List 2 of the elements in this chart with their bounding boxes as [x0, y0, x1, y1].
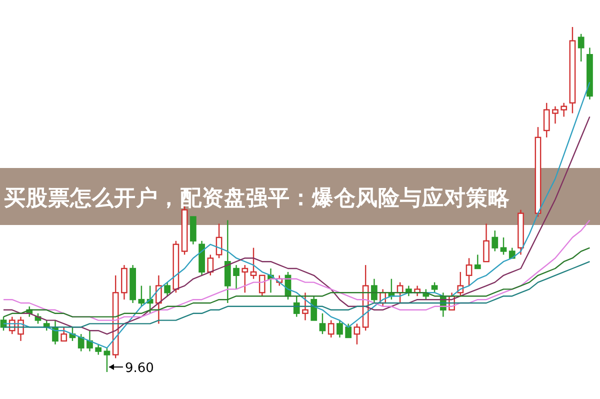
text: 买股票怎么开户，配资盘强平：爆仓风险与应对策略	[4, 185, 510, 211]
annotation: 9.60	[124, 361, 154, 376]
